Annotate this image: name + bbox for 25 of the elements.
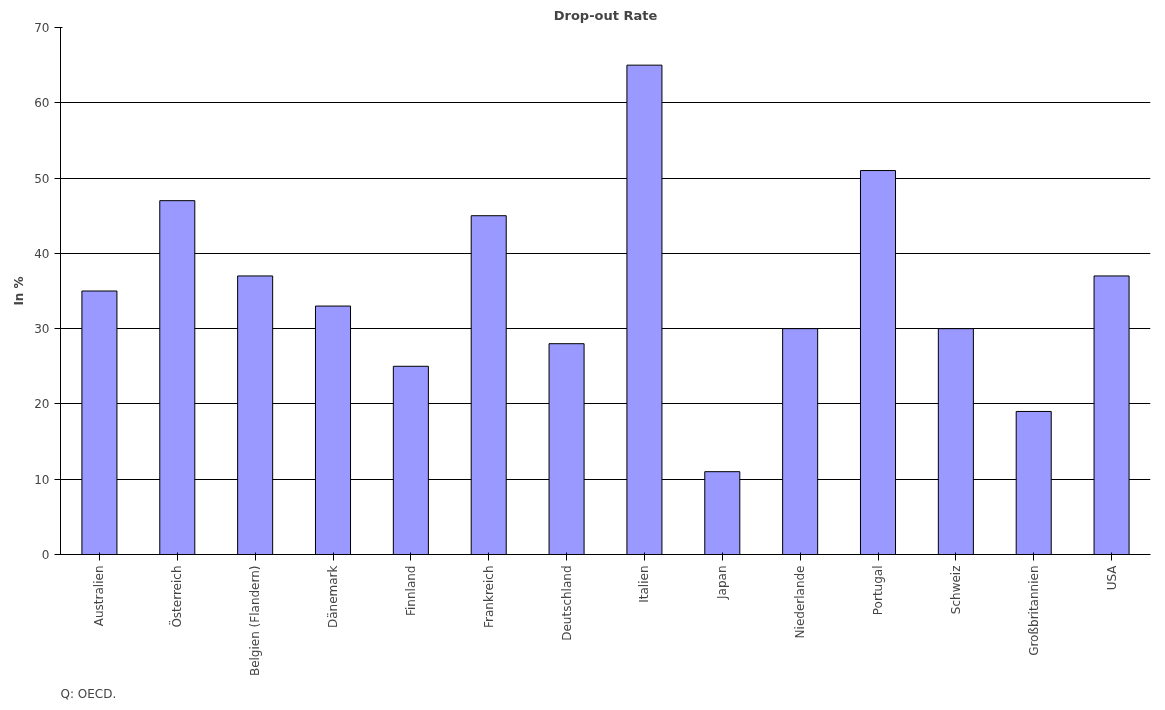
x-tick-label: Niederlande	[793, 565, 808, 639]
x-tick-label: Schweiz	[948, 565, 963, 615]
y-tick-label: 70	[34, 21, 50, 35]
x-tick-label: Belgien (Flandern)	[248, 565, 263, 677]
x-tick-label: Österreich	[168, 565, 185, 628]
y-tick-label: 50	[34, 171, 50, 186]
x-tick-label: Australien	[92, 565, 107, 627]
y-tick-label: 60	[34, 96, 50, 111]
x-tick-label: Dänemark	[326, 565, 340, 629]
x-tick-label: Italien	[637, 565, 652, 603]
y-tick-label: 20	[34, 397, 50, 412]
x-tick-label: USA	[1104, 564, 1119, 591]
x-tick-label: Großbritannien	[1026, 565, 1041, 656]
x-tick-label: Frankreich	[481, 565, 496, 628]
y-tick-label: 30	[34, 322, 50, 337]
x-tick-label: Portugal	[871, 565, 885, 616]
chart-title: Drop-out Rate	[553, 7, 658, 23]
y-tick-label: 10	[34, 472, 50, 487]
y-tick-label: 40	[34, 246, 50, 261]
y-tick-label: 0	[41, 548, 50, 562]
text: Q: OECD.	[60, 686, 117, 701]
x-tick-label: Deutschland	[559, 565, 574, 641]
x-tick-label: Japan	[715, 565, 730, 600]
y-axis-title: In %	[12, 276, 27, 306]
x-tick-label: Finnland	[403, 565, 418, 616]
